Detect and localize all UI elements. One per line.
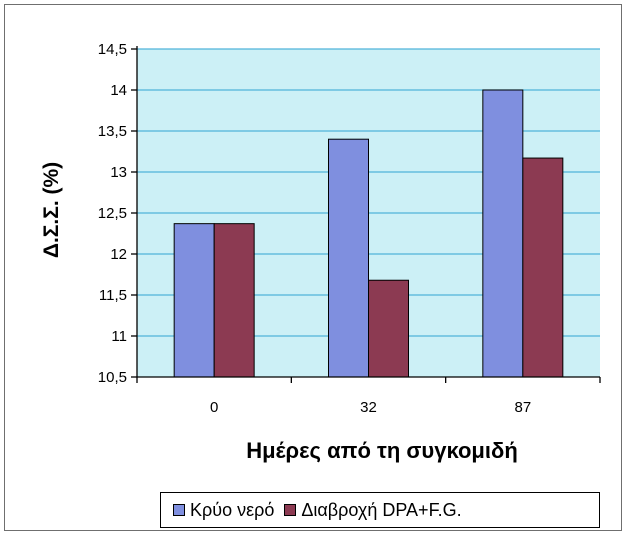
x-tick-label: 32: [360, 399, 377, 416]
legend-entry-series-1: Κρύο νερό: [173, 500, 274, 521]
bar-series-1-32: [328, 138, 369, 378]
x-axis-title: Ημέρες από τη συγκομιδή: [246, 438, 518, 463]
y-tick-label: 14: [110, 82, 127, 99]
y-tick-label: 11: [111, 328, 127, 345]
bar-series-2-32: [368, 279, 409, 378]
bar-series-1-0: [173, 223, 215, 378]
bar-series-1-87: [482, 89, 524, 378]
legend-swatch-icon: [284, 504, 297, 516]
y-tick-label: 10,5: [98, 369, 127, 386]
legend-entry-series-2: Διαβροχή DPA+F.G.: [284, 499, 462, 521]
bar-series-2-87: [522, 157, 564, 378]
bars: [173, 89, 564, 378]
bar-series-2-0: [213, 223, 255, 378]
axes: [131, 46, 601, 383]
legend-label: Διαβροχή DPA+F.G.: [301, 499, 462, 520]
y-tick-label: 12: [110, 246, 127, 263]
y-tick-label: 13,5: [98, 123, 127, 140]
legend-swatch-icon: [173, 504, 185, 516]
x-tick-label: 0: [210, 399, 218, 416]
x-tick-labels: 0 32 87: [210, 399, 531, 416]
legend: Κρύο νερό Διαβροχή DPA+F.G.: [160, 492, 600, 528]
y-tick-label: 12,5: [98, 205, 127, 222]
y-tick-label: 14,5: [98, 41, 127, 58]
y-tick-label: 11,5: [99, 287, 127, 304]
y-tick-label: 13: [110, 164, 127, 181]
y-axis-title: Δ.Σ.Σ. (%): [40, 162, 63, 258]
y-tick-labels: 10,5 11 11,5 12 12,5 13 13,5 14 14,5: [98, 41, 127, 386]
x-tick-label: 87: [514, 399, 531, 416]
legend-label: Κρύο νερό: [190, 499, 275, 520]
